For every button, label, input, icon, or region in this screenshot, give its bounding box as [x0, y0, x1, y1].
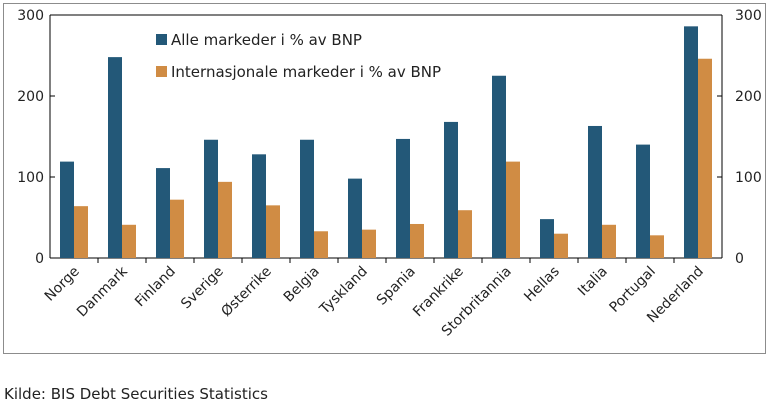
bar-intl-norge	[74, 206, 88, 258]
bar-intl-frankrike	[458, 210, 472, 258]
bar-all-portugal	[636, 144, 650, 258]
bar-intl-spania	[410, 223, 424, 258]
bar-all-tyskland	[348, 178, 362, 258]
bar-all-nederland	[684, 26, 698, 259]
bar-all-norge	[60, 161, 74, 258]
legend-swatch	[156, 34, 167, 45]
x-category-label: Italia	[575, 264, 611, 300]
legend-label: Internasjonale markeder i % av BNP	[171, 63, 441, 81]
bar-intl-danmark	[122, 224, 136, 258]
bar-all-spania	[396, 138, 410, 258]
y-tick-label-left: 100	[17, 170, 44, 186]
y-tick-label-left: 0	[35, 251, 44, 267]
bar-intl-finland	[170, 199, 184, 258]
bar-intl-belgia	[314, 231, 328, 258]
bar-intl-portugal	[650, 235, 664, 258]
x-category-label: Finland	[132, 264, 179, 311]
bar-intl-storbritannia	[506, 161, 520, 258]
y-tick-label-right: 0	[735, 251, 744, 267]
bar-all-danmark	[108, 57, 122, 259]
x-category-label: Spania	[374, 264, 419, 309]
x-category-label: Belgia	[281, 264, 323, 306]
legend-swatch	[156, 66, 167, 77]
legend-label: Alle markeder i % av BNP	[171, 31, 362, 49]
bar-all-storbritannia	[492, 75, 506, 258]
bar-intl-nederland	[698, 58, 712, 258]
bar-all-østerrike	[252, 154, 266, 258]
bar-intl-italia	[602, 224, 616, 258]
x-category-label: Sverige	[178, 264, 227, 313]
y-tick-label-right: 300	[735, 8, 762, 24]
bar-intl-sverige	[218, 181, 232, 258]
bar-intl-østerrike	[266, 205, 280, 258]
bar-all-belgia	[300, 139, 314, 258]
bar-intl-tyskland	[362, 229, 376, 258]
bar-all-hellas	[540, 219, 554, 258]
bar-all-frankrike	[444, 121, 458, 258]
y-tick-label-left: 300	[17, 8, 44, 24]
x-category-label: Danmark	[74, 263, 131, 320]
bar-all-sverige	[204, 139, 218, 258]
y-tick-label-right: 200	[735, 89, 762, 105]
x-category-label: Tyskland	[316, 264, 371, 319]
x-category-label: Norge	[42, 264, 83, 305]
x-category-label: Hellas	[521, 264, 563, 306]
source-note: Kilde: BIS Debt Securities Statistics	[4, 385, 268, 403]
y-tick-label-right: 100	[735, 170, 762, 186]
bar-all-finland	[156, 168, 170, 258]
chart-frame	[3, 3, 766, 354]
x-category-label: Østerrike	[218, 264, 274, 320]
y-tick-label-left: 200	[17, 89, 44, 105]
bar-all-italia	[588, 125, 602, 258]
bar-intl-hellas	[554, 233, 568, 258]
